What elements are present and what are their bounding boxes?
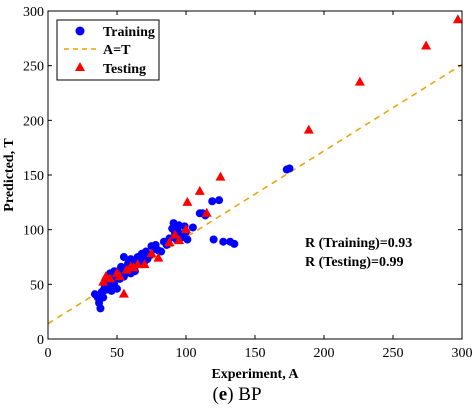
caption-label: e (218, 384, 228, 405)
legend-training-marker (75, 26, 85, 36)
caption-text: BP (238, 384, 262, 405)
scatter-chart: 0 50 100 150 200 250 300 0 50 100 150 200 250 300 Exp… (2, 5, 473, 382)
x-tick-label: 0 (45, 346, 52, 361)
testing-point (181, 224, 191, 234)
testing-point (169, 229, 180, 239)
testing-point (421, 40, 432, 50)
testing-point (98, 276, 109, 286)
testing-point (215, 171, 226, 181)
training-point (209, 235, 218, 244)
testing-point (194, 185, 205, 195)
testing-point (452, 14, 463, 24)
testing-point (146, 248, 157, 258)
r-testing-annotation: R (Testing)=0.99 (305, 255, 403, 270)
y-tick-label: 250 (23, 60, 44, 75)
training-point (119, 253, 128, 261)
figure-caption: (e) BP (212, 384, 262, 405)
x-tick-label: 250 (383, 346, 404, 361)
training-point (183, 235, 192, 244)
y-tick-label: 150 (23, 169, 44, 184)
x-tick-label: 150 (245, 346, 266, 361)
testing-point (182, 196, 193, 206)
r-training-annotation: R (Training)=0.93 (305, 236, 412, 251)
y-tick-label: 50 (30, 278, 44, 293)
legend-at-label: A=T (103, 43, 131, 58)
chart-marks (47, 14, 463, 325)
training-point (285, 164, 294, 173)
x-tick-label: 100 (176, 346, 197, 361)
axis-ticks: 0 50 100 150 200 250 300 0 50 100 150 200 250 300 (23, 5, 473, 361)
y-tick-label: 200 (23, 114, 44, 129)
training-point (113, 284, 121, 293)
y-tick-label: 100 (23, 224, 44, 239)
testing-point (153, 252, 164, 262)
testing-point (303, 124, 314, 134)
y-tick-label: 0 (37, 333, 44, 348)
training-point (215, 196, 224, 205)
y-axis-title: Predicted, T (2, 138, 17, 212)
testing-point (354, 76, 365, 86)
testing-point (114, 271, 125, 281)
testing-point (105, 273, 116, 283)
y-tick-label: 300 (23, 5, 44, 20)
legend-testing-marker (75, 62, 85, 71)
training-point (208, 197, 217, 206)
legend-training-label: Training (103, 25, 155, 40)
training-point (188, 223, 197, 232)
x-tick-label: 50 (110, 346, 124, 361)
x-tick-label: 300 (452, 346, 473, 361)
x-tick-label: 200 (314, 346, 335, 361)
training-point (96, 304, 105, 313)
testing-point (164, 237, 175, 247)
training-point (219, 237, 228, 246)
x-axis-title: Experiment, A (211, 367, 299, 382)
legend: Training A=T Testing (56, 19, 160, 81)
testing-point (132, 259, 143, 269)
testing-point (139, 259, 150, 269)
training-point (230, 239, 239, 248)
testing-point (174, 235, 185, 245)
training-point (99, 293, 108, 302)
training-point (157, 247, 166, 256)
legend-box (56, 19, 160, 81)
testing-point (201, 207, 212, 217)
legend-testing-label: Testing (103, 62, 146, 77)
testing-point (118, 288, 129, 298)
